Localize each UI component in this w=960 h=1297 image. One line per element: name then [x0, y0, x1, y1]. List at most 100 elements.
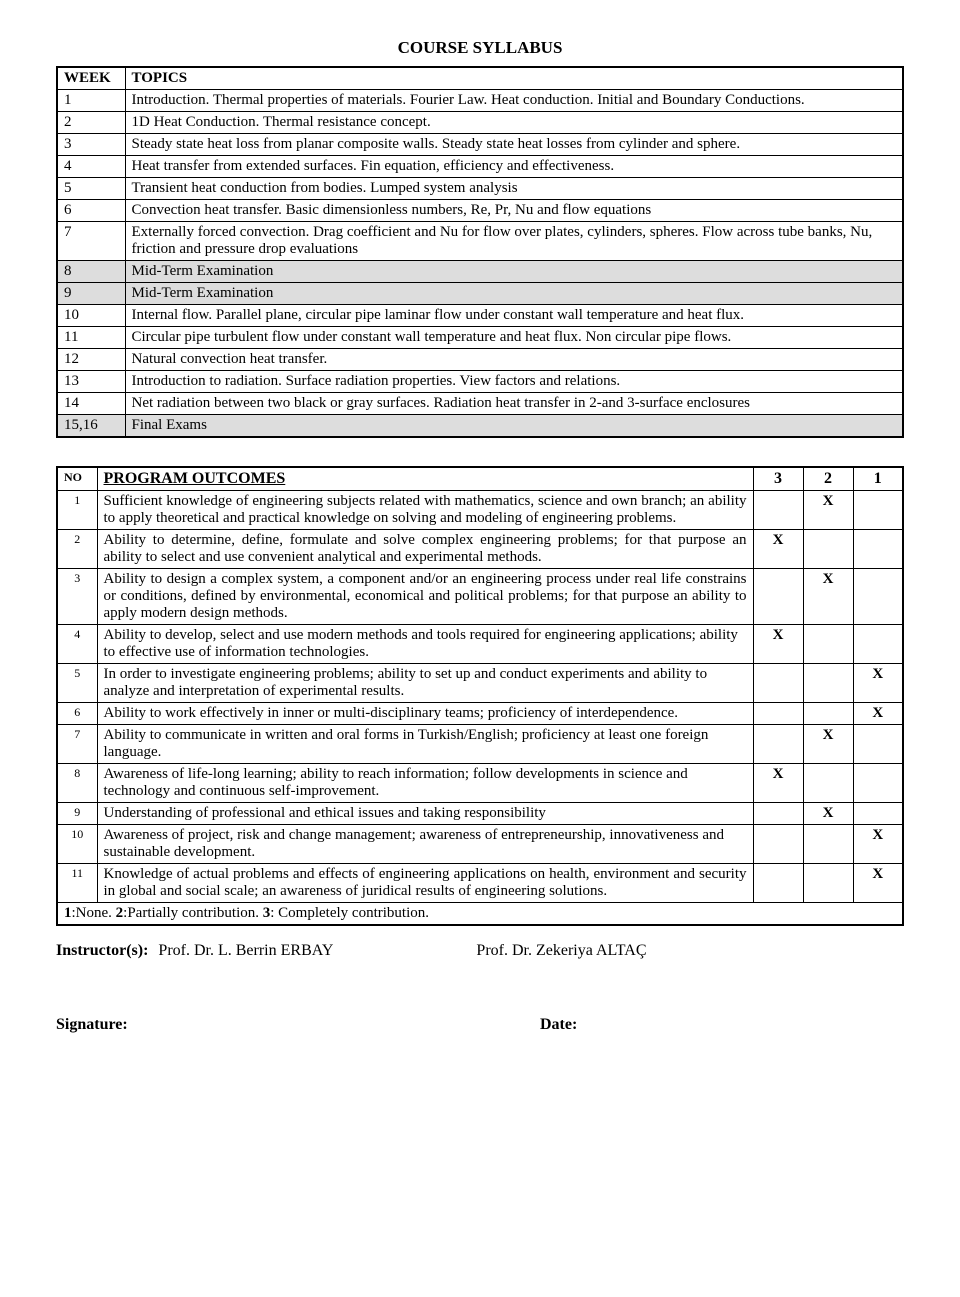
outcome-col2: X — [803, 803, 853, 825]
week-cell: 9 — [57, 283, 125, 305]
topic-cell: Introduction. Thermal properties of mate… — [125, 90, 903, 112]
syllabus-row: 21D Heat Conduction. Thermal resistance … — [57, 112, 903, 134]
outcomes-table: NOPROGRAM OUTCOMES3211Sufficient knowled… — [56, 466, 904, 926]
outcome-col2 — [803, 864, 853, 903]
outcomes-legend: 1:None. 2:Partially contribution. 3: Com… — [57, 903, 903, 926]
outcome-col1 — [853, 725, 903, 764]
topic-cell: Heat transfer from extended surfaces. Fi… — [125, 156, 903, 178]
week-cell: 2 — [57, 112, 125, 134]
outcome-no: 10 — [57, 825, 97, 864]
outcome-col3 — [753, 703, 803, 725]
topic-cell: Transient heat conduction from bodies. L… — [125, 178, 903, 200]
week-cell: 13 — [57, 371, 125, 393]
outcome-col3 — [753, 803, 803, 825]
outcome-row: 4Ability to develop, select and use mode… — [57, 625, 903, 664]
outcome-no: 3 — [57, 569, 97, 625]
outcome-col3 — [753, 569, 803, 625]
topic-cell: Circular pipe turbulent flow under const… — [125, 327, 903, 349]
outcome-col3: X — [753, 530, 803, 569]
outcome-no: 2 — [57, 530, 97, 569]
week-cell: 12 — [57, 349, 125, 371]
week-cell: 8 — [57, 261, 125, 283]
outcome-col1 — [853, 569, 903, 625]
outcome-row: 11Knowledge of actual problems and effec… — [57, 864, 903, 903]
syllabus-row: 1Introduction. Thermal properties of mat… — [57, 90, 903, 112]
week-cell: 10 — [57, 305, 125, 327]
outcome-col3 — [753, 725, 803, 764]
outcome-text: Ability to communicate in written and or… — [97, 725, 753, 764]
outcome-col1 — [853, 491, 903, 530]
outcome-col1: X — [853, 825, 903, 864]
outcome-row: 1Sufficient knowledge of engineering sub… — [57, 491, 903, 530]
outcome-col2 — [803, 625, 853, 664]
topic-cell: Mid-Term Examination — [125, 261, 903, 283]
outcome-text: Awareness of project, risk and change ma… — [97, 825, 753, 864]
outcome-col1 — [853, 625, 903, 664]
outcome-col2 — [803, 664, 853, 703]
topic-cell: Convection heat transfer. Basic dimensio… — [125, 200, 903, 222]
outcome-no: 11 — [57, 864, 97, 903]
outcome-col3 — [753, 664, 803, 703]
outcome-no: 7 — [57, 725, 97, 764]
outcome-row: 6Ability to work effectively in inner or… — [57, 703, 903, 725]
syllabus-title: COURSE SYLLABUS — [56, 38, 904, 58]
syllabus-row: 8Mid-Term Examination — [57, 261, 903, 283]
outcome-col2 — [803, 530, 853, 569]
outcome-row: 9Understanding of professional and ethic… — [57, 803, 903, 825]
topic-cell: Natural convection heat transfer. — [125, 349, 903, 371]
syllabus-row: 14Net radiation between two black or gra… — [57, 393, 903, 415]
outcome-row: 7Ability to communicate in written and o… — [57, 725, 903, 764]
outcome-col1 — [853, 764, 903, 803]
outcome-col2 — [803, 703, 853, 725]
syllabus-header-week: WEEK — [57, 67, 125, 90]
outcome-col2: X — [803, 569, 853, 625]
outcomes-header-3: 3 — [753, 467, 803, 491]
outcome-no: 8 — [57, 764, 97, 803]
syllabus-row: 3Steady state heat loss from planar comp… — [57, 134, 903, 156]
outcome-text: Ability to design a complex system, a co… — [97, 569, 753, 625]
topic-cell: Mid-Term Examination — [125, 283, 903, 305]
outcome-text: Ability to develop, select and use moder… — [97, 625, 753, 664]
outcome-col2: X — [803, 725, 853, 764]
outcome-col3 — [753, 864, 803, 903]
week-cell: 6 — [57, 200, 125, 222]
instructor-2: Prof. Dr. Zekeriya ALTAÇ — [476, 942, 646, 959]
outcome-row: 3Ability to design a complex system, a c… — [57, 569, 903, 625]
outcome-col3: X — [753, 625, 803, 664]
week-cell: 5 — [57, 178, 125, 200]
outcome-text: In order to investigate engineering prob… — [97, 664, 753, 703]
outcomes-header-1: 1 — [853, 467, 903, 491]
outcome-row: 10Awareness of project, risk and change … — [57, 825, 903, 864]
week-cell: 15,16 — [57, 415, 125, 438]
week-cell: 4 — [57, 156, 125, 178]
outcome-no: 9 — [57, 803, 97, 825]
week-cell: 7 — [57, 222, 125, 261]
syllabus-row: 10Internal flow. Parallel plane, circula… — [57, 305, 903, 327]
syllabus-row: 9Mid-Term Examination — [57, 283, 903, 305]
outcomes-header-title: PROGRAM OUTCOMES — [97, 467, 753, 491]
outcome-text: Ability to determine, define, formulate … — [97, 530, 753, 569]
outcome-text: Ability to work effectively in inner or … — [97, 703, 753, 725]
outcome-col3: X — [753, 764, 803, 803]
week-cell: 1 — [57, 90, 125, 112]
week-cell: 11 — [57, 327, 125, 349]
instructors-line: Instructor(s): Prof. Dr. L. Berrin ERBAY… — [56, 942, 904, 960]
outcome-col3 — [753, 825, 803, 864]
syllabus-row: 12Natural convection heat transfer. — [57, 349, 903, 371]
topic-cell: Internal flow. Parallel plane, circular … — [125, 305, 903, 327]
topic-cell: Introduction to radiation. Surface radia… — [125, 371, 903, 393]
topic-cell: Final Exams — [125, 415, 903, 438]
instructors-label: Instructor(s): — [56, 942, 148, 959]
syllabus-header-topics: TOPICS — [125, 67, 903, 90]
outcome-col1 — [853, 530, 903, 569]
outcome-col2 — [803, 764, 853, 803]
syllabus-row: 7Externally forced convection. Drag coef… — [57, 222, 903, 261]
syllabus-row: 4Heat transfer from extended surfaces. F… — [57, 156, 903, 178]
syllabus-row: 13Introduction to radiation. Surface rad… — [57, 371, 903, 393]
syllabus-row: 11Circular pipe turbulent flow under con… — [57, 327, 903, 349]
date-label: Date: — [540, 1016, 577, 1033]
topic-cell: Steady state heat loss from planar compo… — [125, 134, 903, 156]
outcome-col1: X — [853, 664, 903, 703]
outcome-col1: X — [853, 703, 903, 725]
syllabus-row: 6Convection heat transfer. Basic dimensi… — [57, 200, 903, 222]
